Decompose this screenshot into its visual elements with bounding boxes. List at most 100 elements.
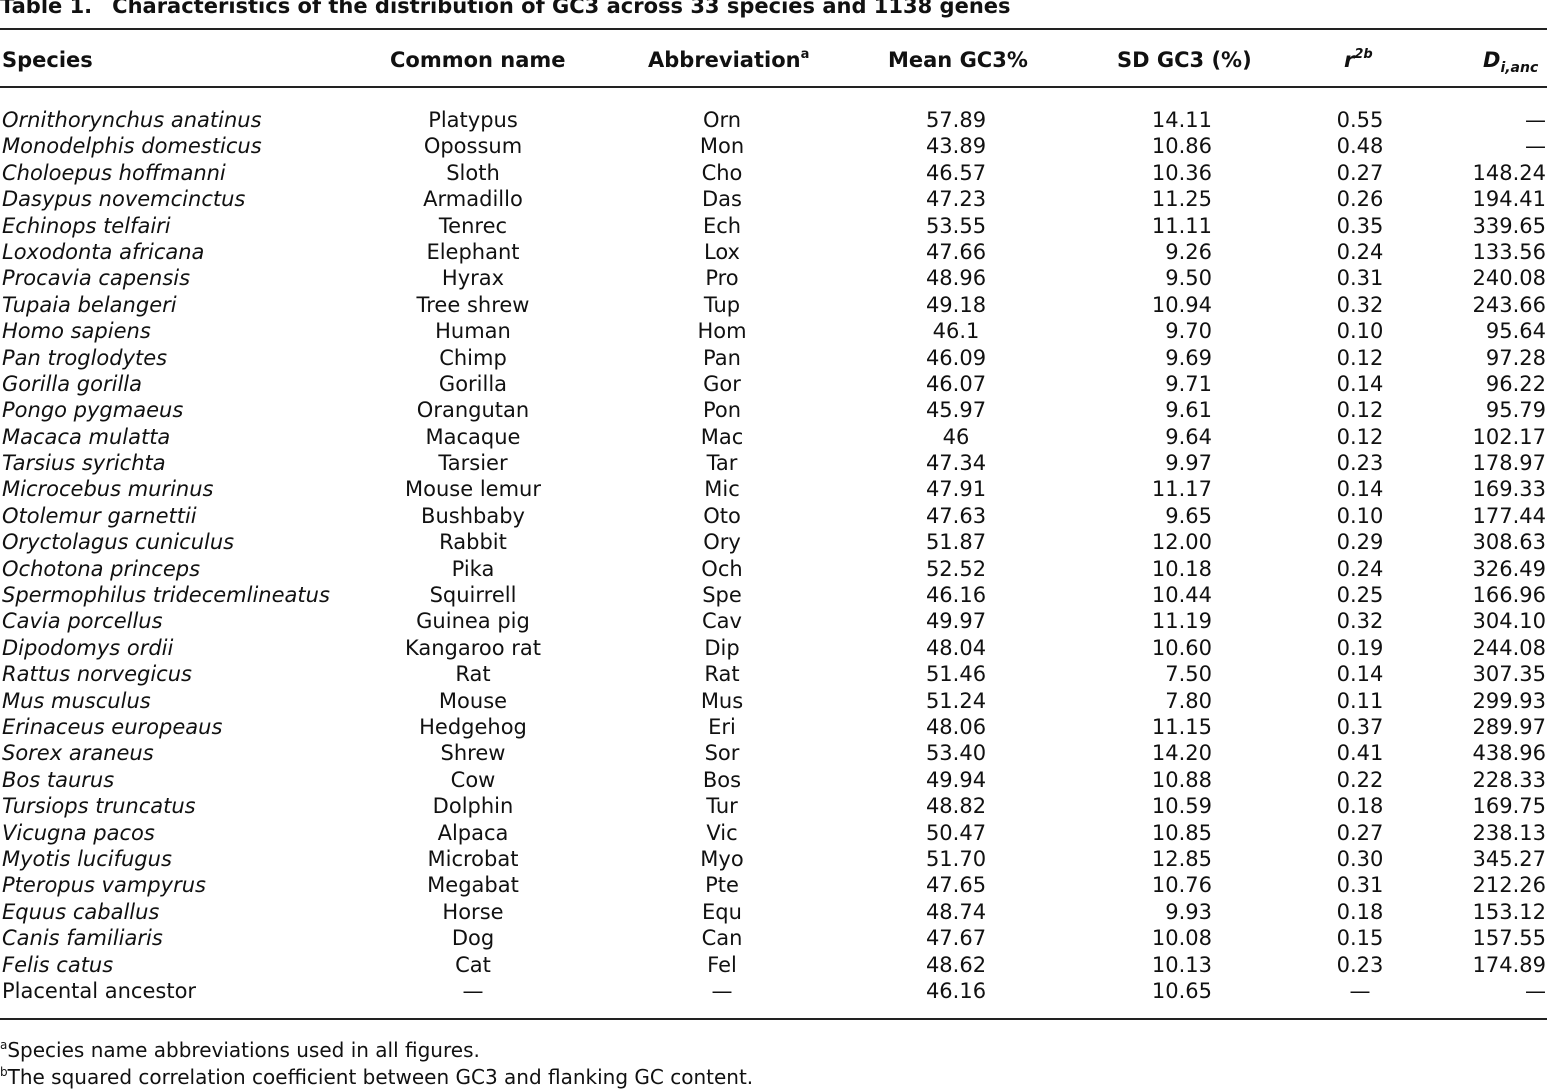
abbreviation-cell: Das [702, 187, 742, 212]
common-name-cell: — [462, 978, 484, 1003]
footnote-b-text: The squared correlation coefficient betw… [7, 1065, 754, 1089]
common-name-cell: Microbat [427, 846, 519, 871]
abbreviation-cell: Spe [702, 583, 742, 608]
common-name-cell: Orangutan [416, 398, 530, 423]
sd-gc3-cell: 10.08 [1151, 926, 1212, 951]
table-row: Tupaia belangeri Tree shrew Tup 49.18 10.94 0… [0, 292, 1547, 318]
header-d-subscript: i,anc [1500, 60, 1539, 76]
species-cell: Tursiops truncatus [2, 794, 196, 819]
r2-cell: 0.30 [1336, 846, 1384, 871]
mean-gc3-cell: 53.40 [925, 741, 987, 766]
mean-gc3-cell: 47.63 [925, 503, 987, 528]
r2-cell: 0.18 [1336, 899, 1384, 924]
sd-gc3-cell: 9.61 [1165, 398, 1212, 423]
r2-cell: 0.29 [1336, 530, 1384, 555]
common-name-cell: Rabbit [439, 530, 507, 555]
abbreviation-cell: Dip [704, 635, 740, 660]
table-row: Otolemur garnettii Bushbaby Oto 47.63 9.65 0.… [0, 503, 1547, 529]
abbreviation-cell: Sor [704, 741, 740, 766]
table-row: Procavia capensis Hyrax Pro 48.96 9.50 0.31 24… [0, 265, 1547, 291]
sd-gc3-cell: 12.85 [1151, 846, 1212, 871]
common-name-cell: Horse [442, 899, 504, 924]
common-name-cell: Tarsier [438, 451, 508, 476]
r2-cell: 0.32 [1336, 609, 1384, 634]
common-name-cell: Pika [451, 556, 495, 581]
species-cell: Pongo pygmaeus [2, 398, 184, 423]
r2-cell: 0.23 [1336, 952, 1384, 977]
abbreviation-cell: Mac [700, 424, 744, 449]
table-row: Cavia porcellus Guinea pig Cav 49.97 11.19 0.… [0, 608, 1547, 634]
mean-gc3-cell: 51.87 [925, 530, 987, 555]
species-cell: Myotis lucifugus [2, 846, 172, 871]
abbreviation-cell: Equ [702, 899, 742, 924]
mean-gc3-cell: 46.09 [925, 345, 987, 370]
d-anc-cell: 169.33 [1472, 477, 1546, 502]
header-d-anc: Di,anc [1483, 44, 1538, 76]
d-anc-cell: 243.66 [1472, 292, 1546, 317]
species-cell: Echinops telfairi [2, 213, 171, 238]
table-row: Loxodonta africana Elephant Lox 47.66 9.26 0.… [0, 239, 1547, 265]
d-anc-cell: 438.96 [1472, 741, 1546, 766]
sd-gc3-cell: 10.94 [1151, 292, 1212, 317]
abbreviation-cell: Gor [703, 371, 741, 396]
sd-gc3-cell: 10.18 [1151, 556, 1212, 581]
r2-cell: 0.24 [1336, 239, 1384, 264]
mean-gc3-cell: 46.57 [925, 160, 987, 185]
sd-gc3-cell: 14.20 [1151, 741, 1212, 766]
species-cell: Bos taurus [2, 767, 115, 792]
d-anc-cell: 194.41 [1472, 187, 1546, 212]
r2-cell: 0.18 [1336, 794, 1384, 819]
abbreviation-cell: Vic [706, 820, 738, 845]
mean-gc3-cell: 49.97 [925, 609, 987, 634]
footnote-b-mark: b [0, 1065, 8, 1079]
header-mean-gc3: Mean GC3% [888, 48, 1028, 72]
table-row: Monodelphis domesticus Opossum Mon 43.89 10.… [0, 133, 1547, 159]
table-row: Rattus norvegicus Rat Rat 51.46 7.50 0.14 307.… [0, 661, 1547, 687]
abbreviation-cell: Hom [697, 319, 747, 344]
r2-cell: 0.12 [1336, 398, 1384, 423]
common-name-cell: Macaque [425, 424, 521, 449]
common-name-cell: Mouse [438, 688, 508, 713]
table-row: Felis catus Cat Fel 48.62 10.13 0.23 174.89 [0, 952, 1547, 978]
r2-cell: 0.23 [1336, 451, 1384, 476]
r2-cell: 0.31 [1336, 873, 1384, 898]
table-row: Gorilla gorilla Gorilla Gor 46.07 9.71 0.14 96… [0, 371, 1547, 397]
r2-cell: 0.26 [1336, 187, 1384, 212]
table-row: Myotis lucifugus Microbat Myo 51.70 12.85 0.3… [0, 846, 1547, 872]
mean-gc3-cell: 48.62 [925, 952, 987, 977]
abbreviation-cell: Fel [707, 952, 737, 977]
sd-gc3-cell: 10.59 [1151, 794, 1212, 819]
mean-gc3-cell: 50.47 [925, 820, 987, 845]
header-common-name: Common name [390, 48, 566, 72]
species-cell: Tupaia belangeri [2, 292, 177, 317]
header-r2-mark: 2b [1354, 47, 1373, 62]
sd-gc3-cell: 10.85 [1151, 820, 1212, 845]
sd-gc3-cell: 9.70 [1165, 319, 1212, 344]
species-cell: Sorex araneus [2, 741, 154, 766]
r2-cell: 0.48 [1336, 134, 1384, 159]
header-r2-label: r [1344, 48, 1355, 72]
table-row: Sorex araneus Shrew Sor 53.40 14.20 0.41 438.9… [0, 740, 1547, 766]
mean-gc3-cell: 57.89 [925, 108, 987, 132]
d-anc-cell: 289.97 [1472, 714, 1546, 739]
common-name-cell: Hyrax [441, 266, 505, 291]
table-title: Characteristics of the distribution of G… [112, 0, 1011, 18]
header-abbreviation: Abbreviationa [648, 44, 809, 76]
species-cell: Otolemur garnettii [2, 503, 197, 528]
common-name-cell: Gorilla [438, 371, 508, 396]
common-name-cell: Mouse lemur [405, 477, 541, 502]
table-row: Canis familiaris Dog Can 47.67 10.08 0.15 157.… [0, 925, 1547, 951]
r2-cell: 0.11 [1336, 688, 1384, 713]
table-body: Ornithorynchus anatinus Platypus Orn 57.89 1… [0, 107, 1547, 1004]
abbreviation-cell: Bos [702, 767, 742, 792]
species-cell: Ornithorynchus anatinus [2, 108, 262, 132]
table-row: Pongo pygmaeus Orangutan Pon 45.97 9.61 0.12 9… [0, 397, 1547, 423]
species-cell: Microcebus murinus [2, 477, 214, 502]
species-cell: Dasypus novemcinctus [2, 187, 246, 212]
mean-gc3-cell: 49.94 [925, 767, 987, 792]
sd-gc3-cell: 9.64 [1165, 424, 1212, 449]
common-name-cell: Guinea pig [416, 609, 530, 634]
table-row: Macaca mulatta Macaque Mac 46 9.64 0.12 102.17 [0, 424, 1547, 450]
mean-gc3-cell: 43.89 [925, 134, 987, 159]
d-anc-cell: 95.64 [1485, 319, 1546, 344]
